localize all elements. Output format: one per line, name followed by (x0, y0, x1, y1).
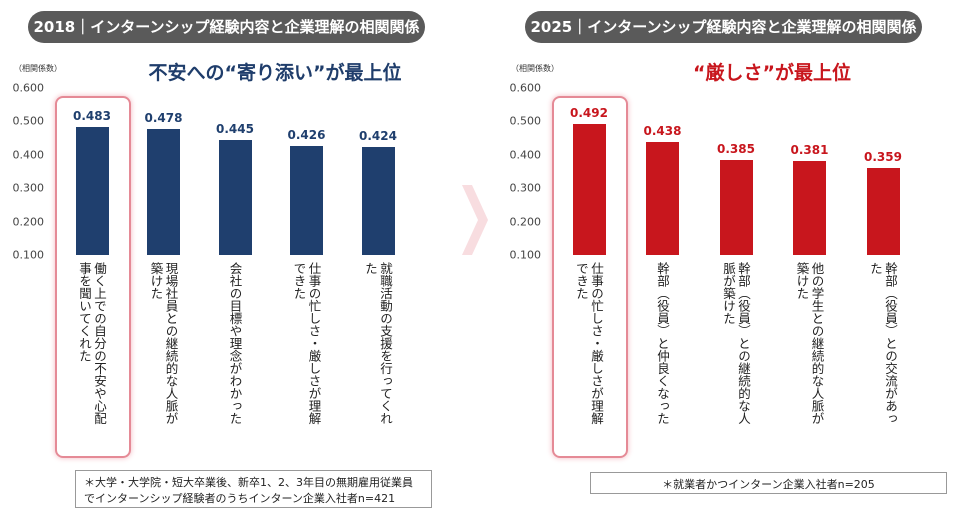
value-label: 0.483 (73, 109, 111, 124)
y-tick-label: 0.300 (509, 181, 542, 195)
chart-panel: 2025｜インターンシップ経験内容と企業理解の相関関係 “厳しさ”が最上位 （相関係… (497, 0, 957, 520)
value-label: 0.359 (864, 150, 902, 165)
bar (866, 168, 900, 255)
bar (793, 161, 826, 255)
chart-title: 2025｜インターンシップ経験内容と企業理解の相関関係 (525, 11, 922, 43)
bar (290, 146, 323, 255)
bar (572, 124, 606, 255)
value-label: 0.424 (359, 128, 397, 143)
value-label: 0.385 (717, 141, 755, 156)
x-tick-label: 会社の目標や理念がわかった (227, 262, 243, 425)
y-tick-label: 0.200 (509, 215, 542, 229)
chart-title: 2018｜インターンシップ経験内容と企業理解の相関関係 (28, 11, 425, 43)
highlight-box (552, 96, 628, 458)
bar (646, 142, 679, 255)
value-label: 0.492 (570, 106, 608, 121)
bar (75, 127, 109, 255)
bar (218, 139, 252, 255)
y-tick-label: 0.100 (12, 248, 45, 262)
y-tick-label: 0.200 (12, 215, 45, 229)
y-tick-label: 0.600 (509, 81, 542, 95)
bar (147, 128, 180, 255)
footnote: ＊就業者かつインターン企業入社者n=205 (590, 472, 947, 494)
bar (719, 159, 753, 255)
x-tick-label: 仕事の忙しさ・厳しさが理解できた (291, 262, 322, 425)
x-tick-label: 幹部（役員）と仲良くなった (655, 262, 670, 425)
value-label: 0.445 (216, 121, 254, 136)
x-tick-label: 仕事の忙しさ・厳しさが理解できた (574, 262, 604, 425)
chart-subtitle: 不安への“寄り添い”が最上位 (148, 62, 402, 84)
value-label: 0.381 (790, 143, 829, 158)
x-tick-label: 幹部（役員）との継続的な人脈が築けた (721, 262, 751, 425)
y-tick-label: 0.500 (509, 114, 542, 128)
arrow (462, 185, 488, 255)
bar (361, 146, 395, 255)
y-tick-label: 0.400 (12, 148, 45, 162)
highlight-box (55, 96, 131, 458)
y-axis-label: （相関係数） (14, 64, 62, 73)
value-label: 0.478 (144, 110, 183, 125)
y-axis-label: （相関係数） (511, 64, 559, 73)
x-tick-label: 他の学生との継続的な人脈が築けた (794, 262, 825, 425)
y-tick-label: 0.100 (509, 248, 542, 262)
y-tick-label: 0.600 (12, 81, 45, 95)
y-tick-label: 0.400 (509, 148, 542, 162)
x-tick-label: 現場社員との継続的な人脈が築けた (148, 262, 179, 425)
value-label: 0.426 (287, 128, 326, 143)
chart-panel: 2018｜インターンシップ経験内容と企業理解の相関関係不安への“寄り添い”が最上… (0, 0, 460, 520)
y-tick-label: 0.300 (12, 181, 45, 195)
y-tick-label: 0.500 (12, 114, 45, 128)
footnote: ＊大学・大学院・短大卒業後、新卒1、2、3年目の無期雇用従業員でインターンシップ… (75, 470, 432, 508)
x-tick-label: 就職活動の支援を行ってくれた (363, 262, 393, 425)
x-tick-label: 働く上での自分の不安や心配事を聞いてくれた (77, 262, 107, 425)
chart-subtitle: “厳しさ”が最上位 (693, 62, 851, 84)
x-tick-label: 幹部（役員）との交流があった (868, 262, 898, 425)
value-label: 0.438 (643, 124, 682, 139)
